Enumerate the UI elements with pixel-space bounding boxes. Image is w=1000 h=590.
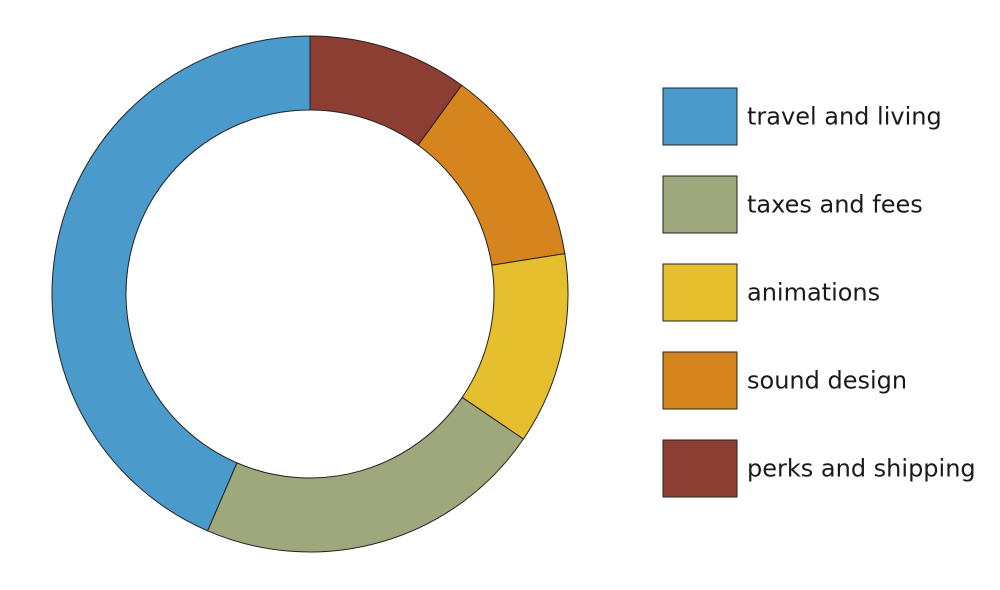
legend-item-taxes-and-fees: taxes and fees [662, 175, 923, 234]
legend-label: sound design [747, 367, 907, 395]
slice-taxes-and-fees [206, 396, 525, 553]
legend-label: travel and living [747, 103, 942, 131]
legend-label: animations [747, 279, 880, 307]
legend-item-animations: animations [662, 263, 880, 322]
legend-swatch [662, 351, 738, 410]
legend-swatch [662, 175, 738, 234]
legend-swatch [662, 439, 738, 498]
legend-item-travel-and-living: travel and living [662, 87, 942, 146]
slice-travel-and-living [51, 35, 311, 532]
legend-swatch [662, 87, 738, 146]
legend-swatch [662, 263, 738, 322]
legend-label: perks and shipping [747, 455, 976, 483]
donut-slices [51, 35, 569, 553]
legend-item-perks-and-shipping: perks and shipping [662, 439, 976, 498]
legend: travel and living taxes and fees animation… [662, 87, 976, 498]
legend-item-sound-design: sound design [662, 351, 907, 410]
legend-label: taxes and fees [747, 191, 923, 219]
